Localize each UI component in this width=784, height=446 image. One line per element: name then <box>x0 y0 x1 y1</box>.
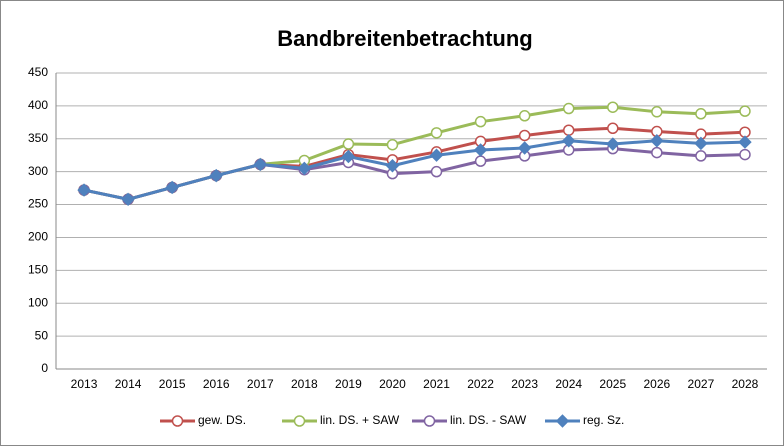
point <box>474 155 487 167</box>
y-tick-label: 100 <box>28 295 48 309</box>
point <box>121 192 135 207</box>
point <box>473 143 488 157</box>
point <box>297 161 312 176</box>
point <box>518 129 531 142</box>
x-tick-label: 2014 <box>115 377 142 391</box>
x-tick-label: 2020 <box>379 377 406 391</box>
legend-label: gew. DS. <box>198 413 246 427</box>
x-tick-label: 2026 <box>643 377 670 391</box>
point <box>342 138 355 150</box>
point <box>385 159 400 173</box>
x-tick-label: 2025 <box>599 377 626 391</box>
point <box>555 414 570 428</box>
x-tick-label: 2015 <box>159 377 186 391</box>
point <box>423 415 436 427</box>
y-tick-label: 350 <box>28 131 48 145</box>
point <box>171 415 184 427</box>
point <box>209 168 223 183</box>
legend-label: lin. DS. + SAW <box>320 413 400 427</box>
point <box>695 150 707 162</box>
point <box>293 415 306 427</box>
point <box>695 108 707 120</box>
y-tick-label: 50 <box>35 328 49 342</box>
x-tick-label: 2027 <box>688 377 715 391</box>
x-tick-label: 2022 <box>467 377 494 391</box>
point <box>651 106 663 118</box>
y-tick-label: 150 <box>28 263 48 277</box>
y-tick-label: 0 <box>41 361 48 375</box>
x-tick-label: 2024 <box>555 377 582 391</box>
point <box>253 157 267 172</box>
point <box>562 124 575 136</box>
point <box>739 105 751 117</box>
point <box>606 137 620 151</box>
point <box>607 101 619 113</box>
x-tick-label: 2017 <box>247 377 274 391</box>
x-tick-label: 2018 <box>291 377 318 391</box>
point <box>562 134 576 148</box>
point <box>562 102 575 115</box>
point <box>429 148 444 162</box>
series-line <box>83 139 746 201</box>
point <box>430 127 443 139</box>
point <box>738 135 752 149</box>
point <box>165 180 179 195</box>
point <box>77 183 91 197</box>
x-tick-label: 2016 <box>203 377 230 391</box>
x-tick-label: 2023 <box>511 377 538 391</box>
point <box>650 134 664 148</box>
point <box>474 115 487 128</box>
legend-label: lin. DS. - SAW <box>450 413 527 427</box>
chart-title: Bandbreitenbetrachtung <box>277 26 532 51</box>
point <box>518 110 531 122</box>
x-tick-label: 2021 <box>423 377 450 391</box>
y-tick-label: 200 <box>28 230 48 244</box>
y-tick-label: 300 <box>28 164 48 178</box>
point <box>651 146 663 159</box>
point <box>386 138 399 151</box>
point <box>341 149 356 164</box>
y-tick-label: 450 <box>28 65 48 79</box>
x-tick-label: 2013 <box>71 377 98 391</box>
x-tick-label: 2019 <box>335 377 362 391</box>
point <box>694 136 708 151</box>
point <box>739 148 751 161</box>
legend-label: reg. Sz. <box>583 413 624 427</box>
x-tick-label: 2028 <box>732 377 759 391</box>
y-tick-label: 400 <box>28 98 48 112</box>
y-tick-label: 250 <box>28 197 48 211</box>
point <box>517 141 532 155</box>
point <box>607 122 619 135</box>
point <box>430 165 443 178</box>
